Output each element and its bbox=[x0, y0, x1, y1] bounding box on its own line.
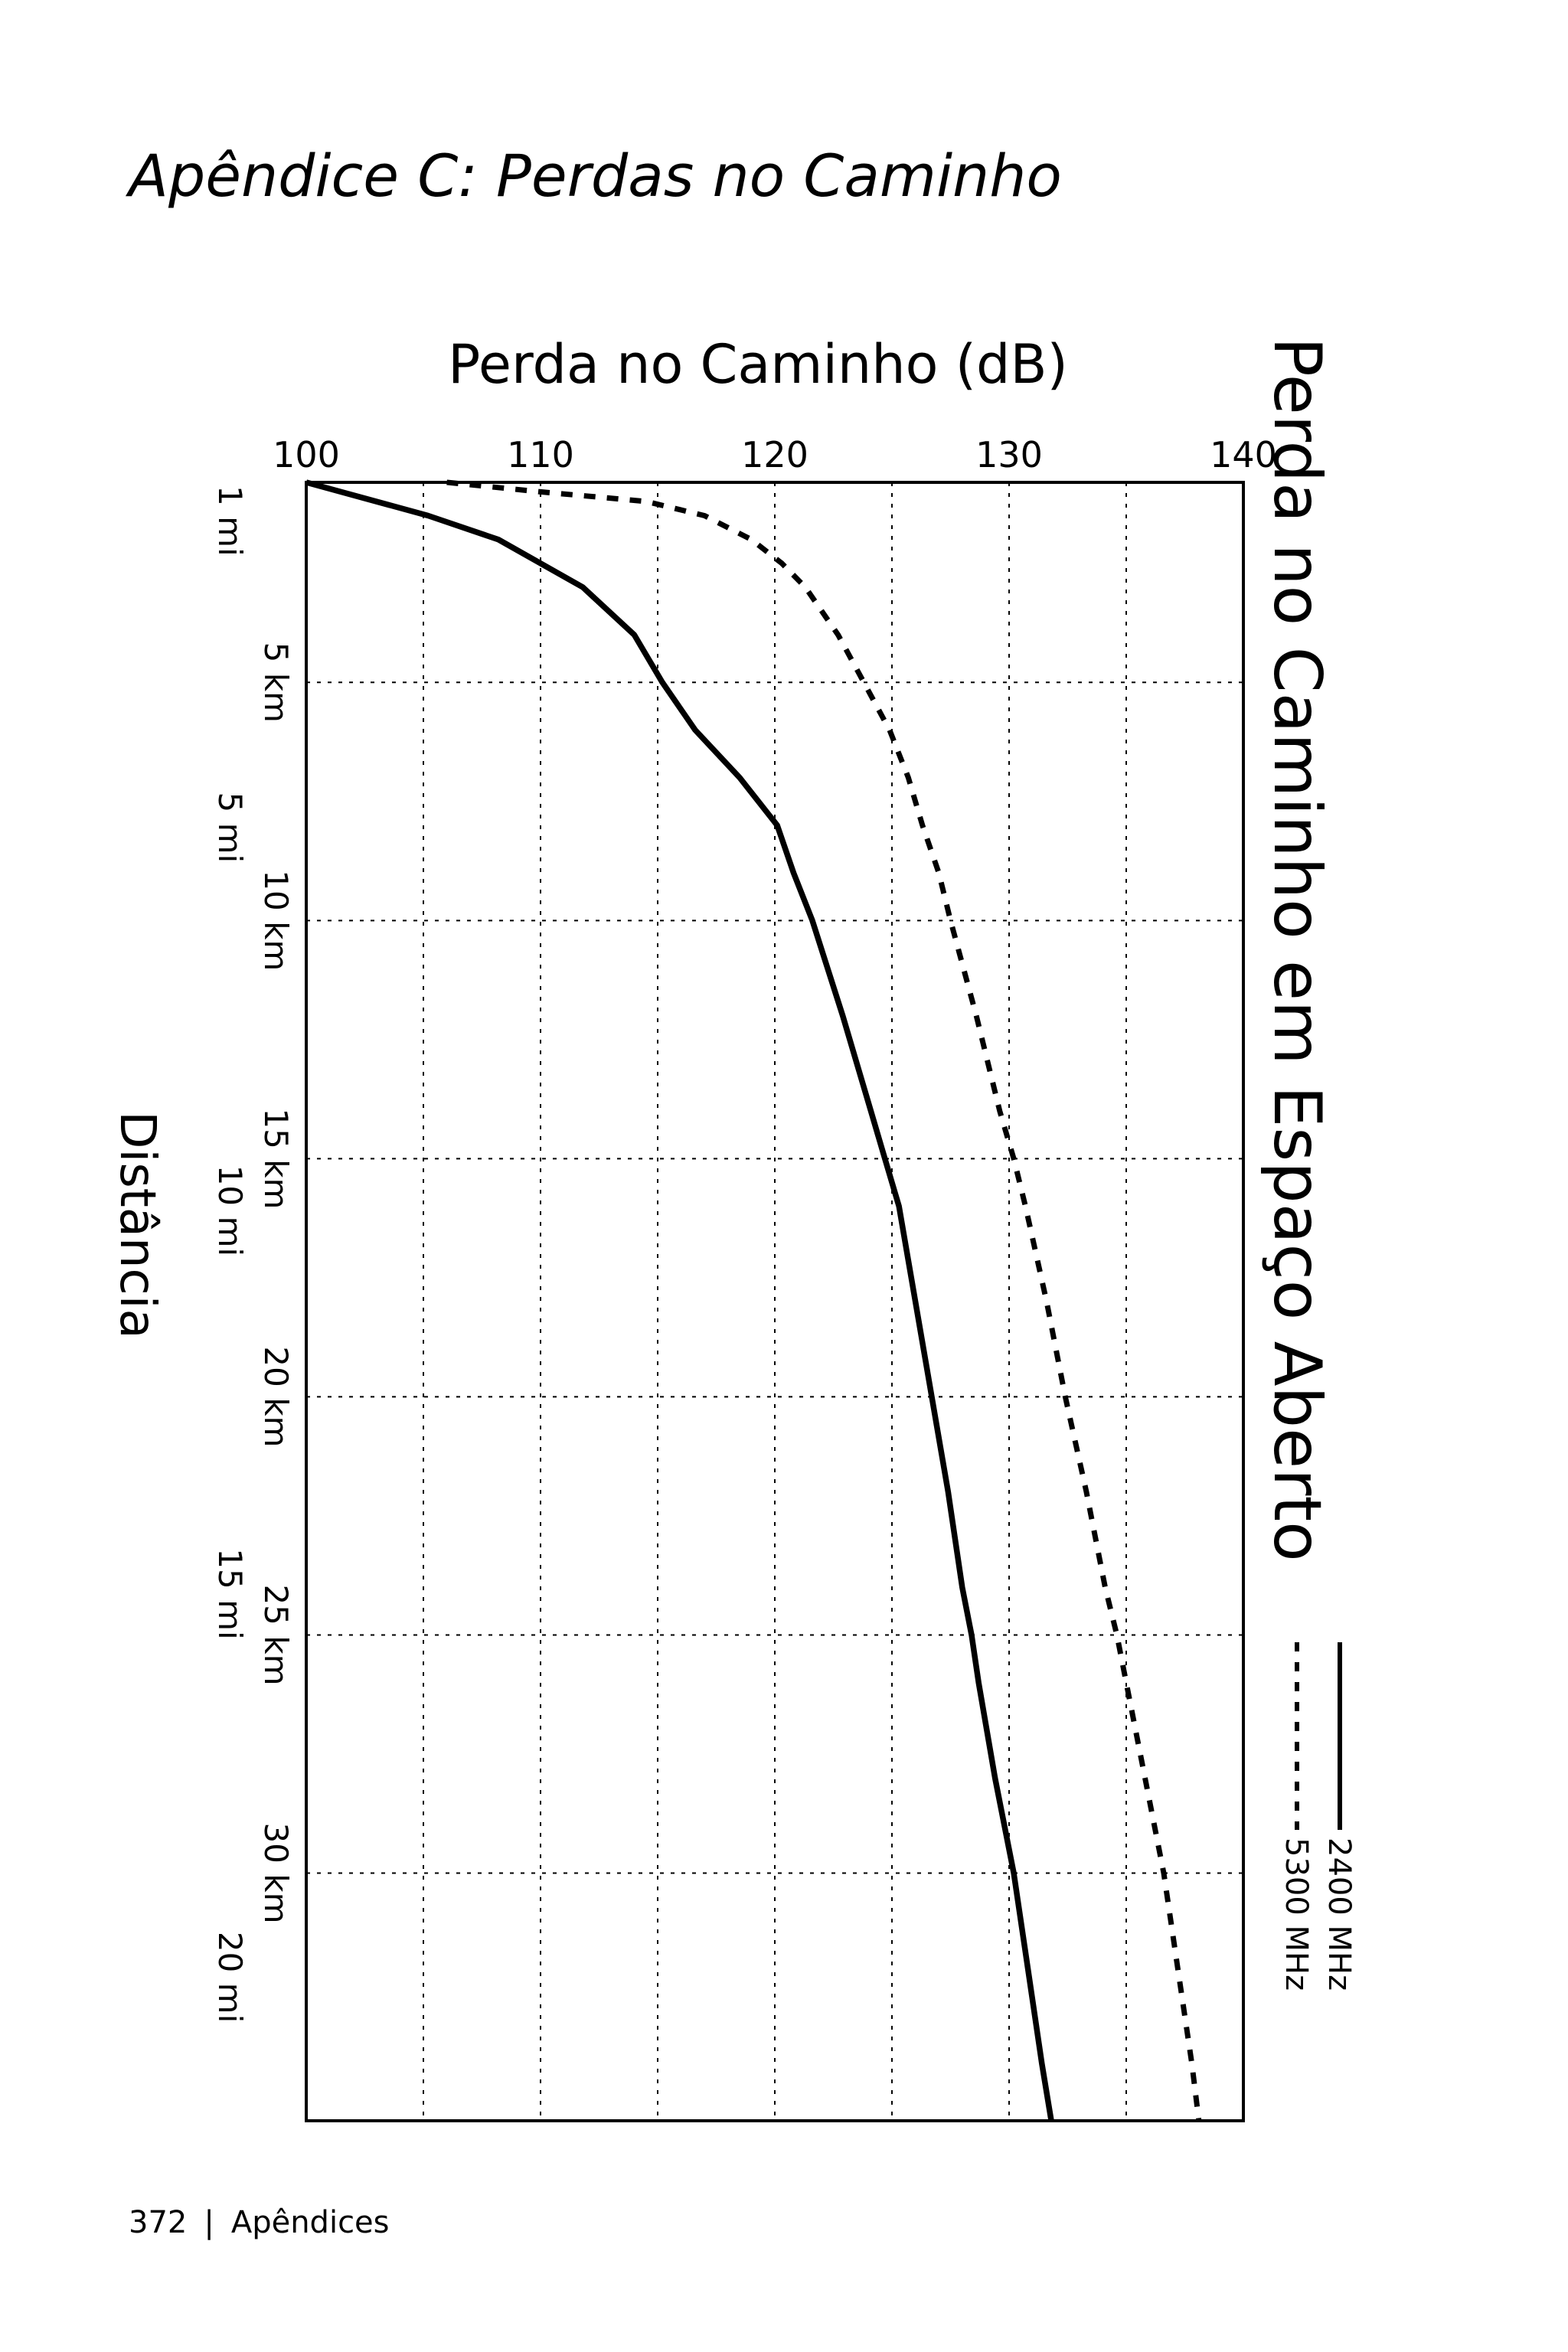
y-tick-label: 130 bbox=[975, 434, 1043, 475]
page-heading: Apêndice C: Perdas no Caminho bbox=[129, 142, 1062, 210]
legend-label: 5300 MHz bbox=[1279, 1838, 1314, 1991]
x-tick-label-km: 5 km bbox=[257, 642, 295, 723]
plot-frame bbox=[305, 481, 1245, 2122]
y-tick-label: 100 bbox=[273, 434, 340, 475]
chart-series bbox=[305, 479, 1202, 2122]
series-line-5300-mhz bbox=[446, 479, 1202, 2122]
x-tick-label-mi: 5 mi bbox=[211, 792, 249, 864]
x-tick-label-km: 20 km bbox=[257, 1346, 295, 1447]
x-tick-label-mi: 20 mi bbox=[211, 1932, 249, 2023]
footer-separator: | bbox=[204, 2205, 214, 2240]
x-tick-label-km: 15 km bbox=[257, 1108, 295, 1209]
x-axis-title: Distância bbox=[109, 1111, 165, 1338]
chart-labels: 100 110 120 130 140 Perda no Caminho (dB) 5 km… bbox=[109, 333, 1335, 2023]
section-name: Apêndices bbox=[230, 2205, 390, 2240]
chart-grid bbox=[306, 482, 1243, 2121]
x-tick-label-mi: 15 mi bbox=[211, 1548, 249, 1639]
page-number: 372 bbox=[129, 2205, 188, 2240]
y-axis-title: Perda no Caminho (dB) bbox=[448, 333, 1068, 396]
y-tick-label: 120 bbox=[741, 434, 808, 475]
x-tick-label-mi: 1 mi bbox=[211, 485, 249, 557]
y-tick-label: 110 bbox=[507, 434, 574, 475]
y-tick-label: 140 bbox=[1210, 434, 1277, 475]
x-tick-label-km: 30 km bbox=[257, 1822, 295, 1923]
x-tick-label-mi: 10 mi bbox=[211, 1165, 249, 1256]
page-footer: 372 | Apêndices bbox=[129, 2203, 390, 2242]
chart-title: Perda no Caminho em Espaço Aberto bbox=[1259, 337, 1335, 1562]
x-tick-label-km: 25 km bbox=[257, 1584, 295, 1685]
series-line-2400-mhz bbox=[305, 479, 1054, 2122]
x-tick-label-km: 10 km bbox=[257, 870, 295, 971]
legend-label: 2400 MHz bbox=[1321, 1838, 1357, 1991]
